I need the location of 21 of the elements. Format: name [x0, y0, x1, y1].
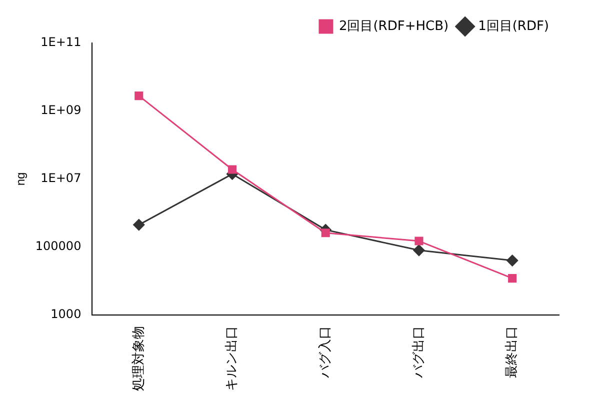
point: [321, 228, 330, 238]
legend-label: 2回目(RDF+HCB): [338, 18, 449, 34]
x-tick-label: 最終出口: [504, 326, 520, 378]
point: [508, 274, 517, 283]
point: [133, 219, 145, 231]
y-tick-label: 1E+07: [40, 171, 82, 186]
y-tick-label: 1000: [50, 307, 82, 322]
x-tick-label: キルン出口: [224, 326, 240, 391]
y-tick-label: 1E+09: [40, 103, 82, 118]
point: [506, 254, 518, 266]
point: [228, 165, 237, 174]
point: [413, 244, 425, 256]
x-tick-label: バグ入口: [318, 326, 333, 379]
y-axis-title: ng: [14, 172, 28, 186]
y-tick-label: 1E+11: [40, 35, 82, 50]
y-tick-label: 100000: [35, 239, 82, 254]
point: [414, 236, 424, 246]
x-tick-label: バグ出口: [411, 326, 426, 379]
x-tick-label: 処理対象物: [130, 326, 146, 391]
legend-label: 1回目(RDF): [478, 18, 549, 34]
point: [134, 92, 144, 100]
